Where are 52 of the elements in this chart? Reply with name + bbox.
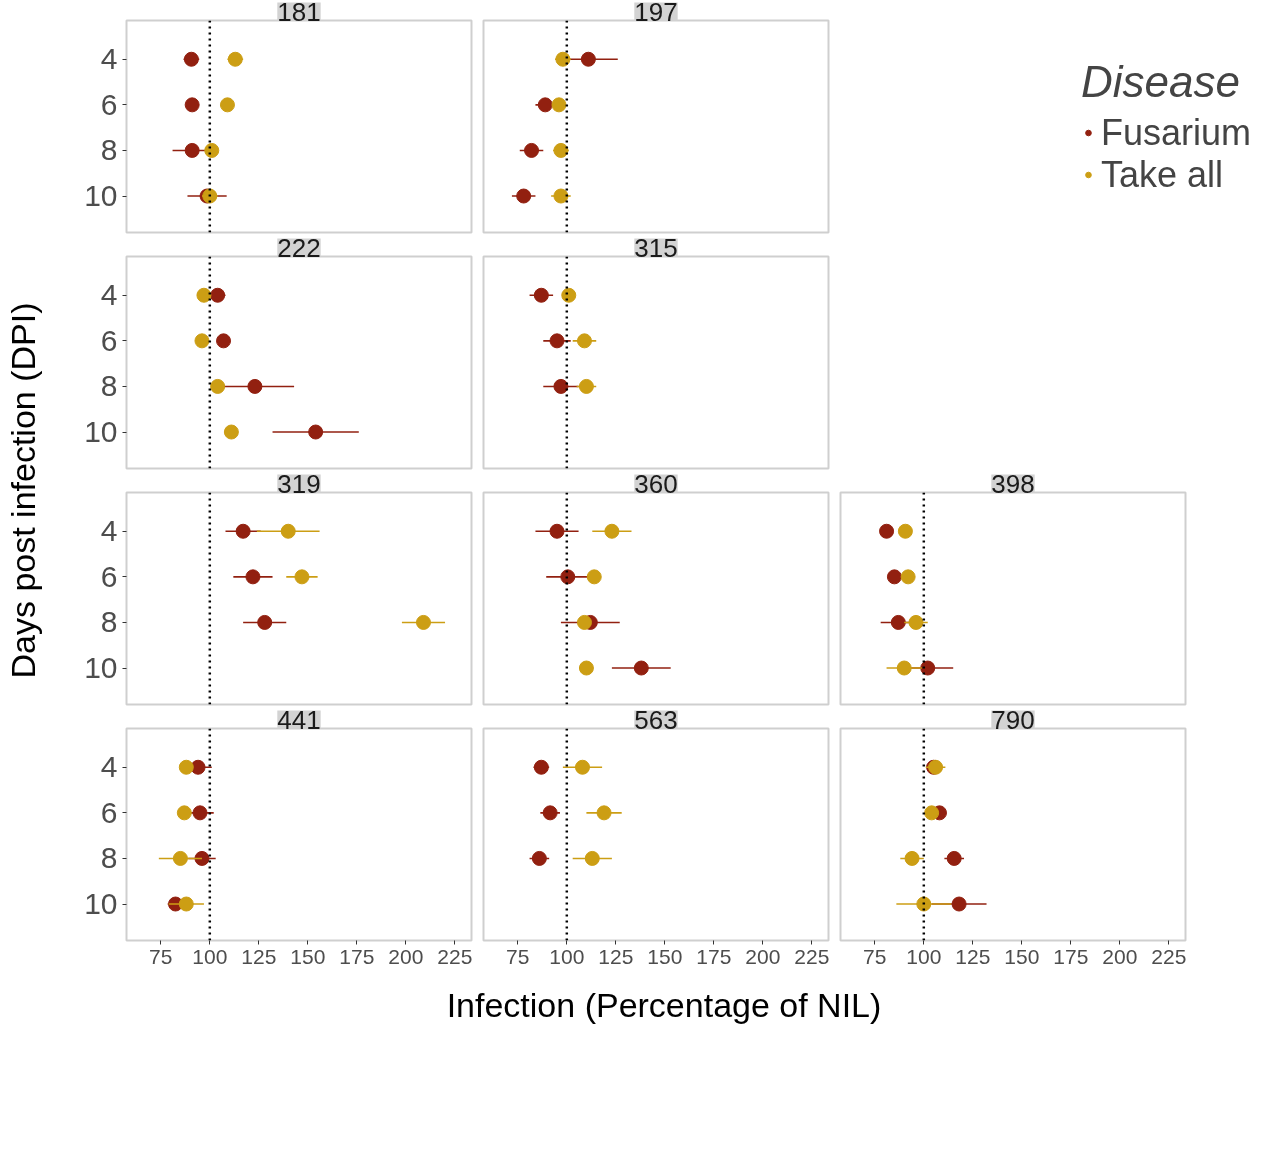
x-tick-label: 125	[241, 944, 277, 968]
x-tick-label: 175	[696, 944, 732, 968]
x-tick-label: 75	[506, 944, 530, 968]
legend-label: Take all	[1100, 153, 1224, 196]
y-tick-label: 6	[100, 323, 118, 357]
x-tick-label: 175	[339, 944, 375, 968]
x-tick-label: 200	[388, 944, 424, 968]
x-tick-label: 75	[149, 944, 173, 968]
y-tick-label: 10	[84, 415, 118, 449]
y-tick-label: 8	[100, 133, 118, 167]
chart-title: 181	[277, 0, 321, 27]
chart-title: 315	[634, 232, 678, 263]
x-tick-label: 125	[598, 944, 634, 968]
chart-title: 197	[634, 0, 678, 27]
x-tick-label: 100	[192, 944, 228, 968]
y-tick-label: 4	[100, 278, 118, 312]
x-tick-label: 100	[906, 944, 942, 968]
x-tick-label: 75	[863, 944, 887, 968]
x-tick-label: 225	[437, 944, 473, 968]
x-tick-label: 200	[1102, 944, 1138, 968]
x-axis-title: Infection (Percentage of NIL)	[446, 985, 882, 1024]
chart-title: 360	[634, 468, 678, 499]
legend-title: Disease	[1080, 56, 1241, 107]
x-tick-label: 150	[1004, 944, 1040, 968]
y-tick-label: 4	[100, 514, 118, 548]
y-tick-label: 6	[100, 795, 118, 829]
x-tick-label: 150	[290, 944, 326, 968]
y-tick-label: 10	[84, 887, 118, 921]
y-tick-label: 10	[84, 179, 118, 213]
x-tick-label: 100	[549, 944, 585, 968]
y-tick-label: 8	[100, 369, 118, 403]
x-tick-label: 200	[745, 944, 781, 968]
y-tick-label: 4	[100, 42, 118, 76]
chart-title: 790	[991, 704, 1035, 735]
y-tick-label: 8	[100, 841, 118, 875]
chart-title: 563	[634, 704, 678, 735]
chart-title: 222	[277, 232, 321, 263]
y-tick-label: 6	[100, 87, 118, 121]
chart-title: 398	[991, 468, 1035, 499]
y-tick-label: 8	[100, 605, 118, 639]
x-tick-label: 225	[794, 944, 830, 968]
y-tick-label: 10	[84, 651, 118, 685]
y-tick-label: 6	[100, 559, 118, 593]
y-tick-label: 4	[100, 750, 118, 784]
x-tick-label: 175	[1053, 944, 1089, 968]
x-tick-label: 125	[955, 944, 991, 968]
chart-title: 319	[277, 468, 321, 499]
legend-label: Fusarium	[1100, 111, 1252, 154]
x-tick-label: 150	[647, 944, 683, 968]
y-axis-title: Days post infection (DPI)	[3, 302, 42, 679]
chart-title: 441	[277, 704, 321, 735]
x-tick-label: 225	[1151, 944, 1187, 968]
